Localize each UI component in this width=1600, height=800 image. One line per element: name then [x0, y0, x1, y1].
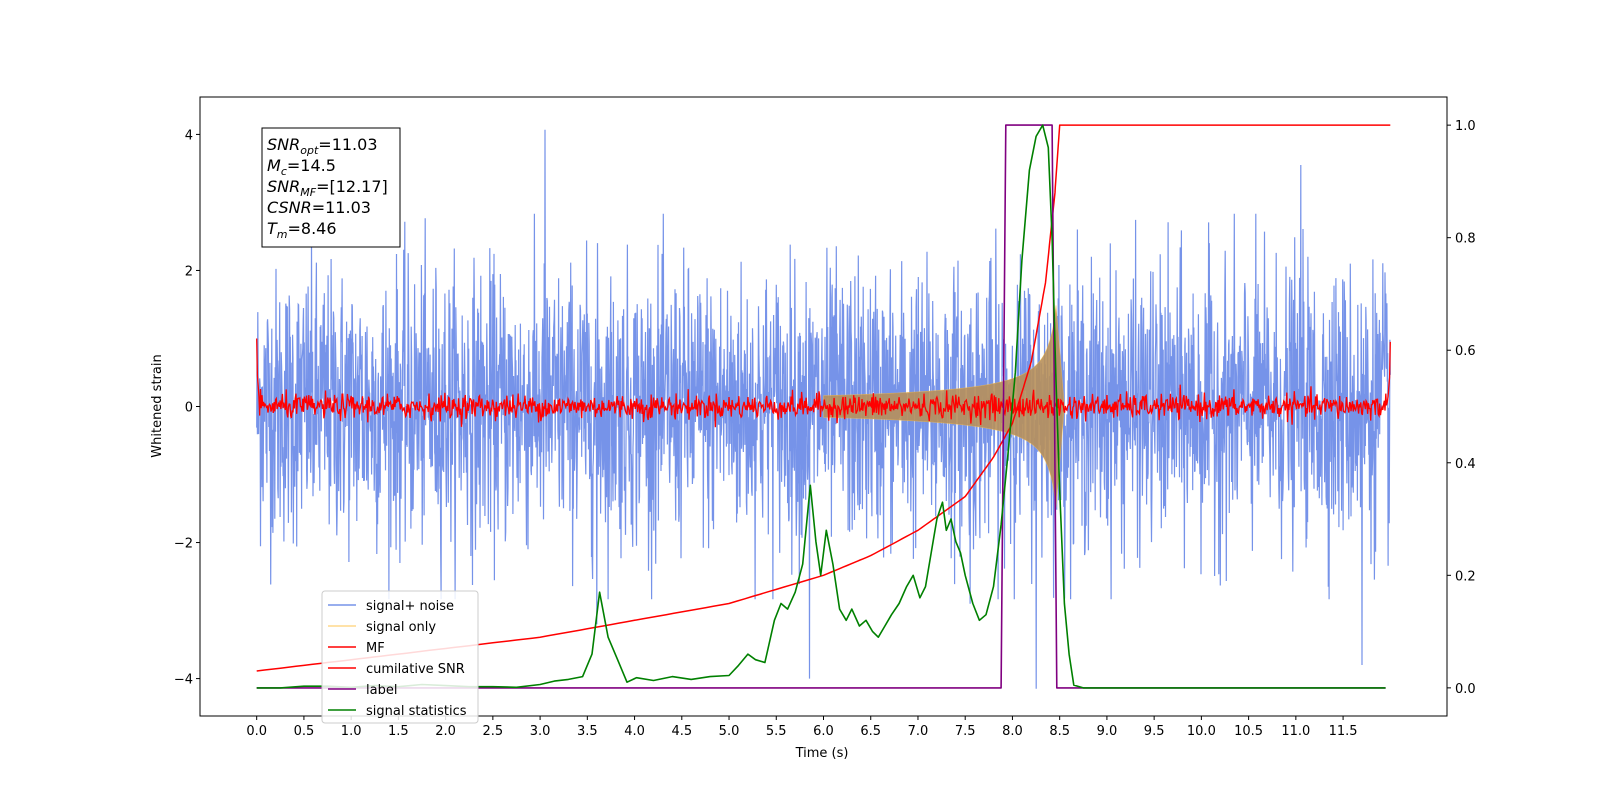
- y-right-tick-label: 0.2: [1455, 569, 1476, 584]
- annotation-line: SNRopt=11.03: [267, 135, 378, 157]
- y-axis-left-ticks: 4 2 0 −2 −4: [174, 128, 200, 688]
- x-tick-label: 6.0: [813, 724, 834, 739]
- plot-series: [256, 124, 1391, 689]
- annotation-subscript: opt: [300, 144, 319, 157]
- y-axis-label: Whitened strain: [150, 354, 165, 457]
- legend-entry: MF: [366, 641, 385, 656]
- series-mf: [256, 338, 1391, 428]
- annotation-symbol: CSNR: [267, 198, 312, 217]
- legend-entry: signal+ noise: [366, 599, 454, 614]
- x-tick-label: 5.5: [766, 724, 787, 739]
- annotation-symbol: T: [267, 219, 278, 238]
- annotation-box: SNRopt=11.03Mc=14.5SNRMF=[12.17]CSNR=11.…: [261, 127, 401, 248]
- x-tick-label: 9.5: [1144, 724, 1165, 739]
- x-tick-label: 10.0: [1187, 724, 1216, 739]
- x-tick-label: 10.5: [1234, 724, 1263, 739]
- legend: signal+ noise signal only MF cumilative SNR…: [321, 590, 479, 724]
- legend-entry: label: [366, 683, 397, 698]
- x-tick-label: 11.5: [1329, 724, 1358, 739]
- annotation-line: Tm=8.46: [267, 219, 337, 241]
- x-tick-label: 8.5: [1049, 724, 1070, 739]
- annotation-value: =11.03: [318, 135, 377, 154]
- x-tick-label: 1.0: [341, 724, 362, 739]
- x-tick-label: 2.0: [435, 724, 456, 739]
- y-right-tick-label: 0.4: [1455, 457, 1476, 472]
- x-tick-label: 4.0: [624, 724, 645, 739]
- x-axis-ticks: 0.0 0.5 1.0 1.5 2.0 2.5 3.0 3.5 4.0 4.5 5.0 5.5 6.0 6…: [246, 716, 1358, 739]
- legend-entry: signal only: [366, 620, 436, 635]
- annotation-value: =8.46: [288, 219, 337, 238]
- y-left-tick-label: 0: [185, 401, 193, 416]
- x-tick-label: 0.0: [246, 724, 267, 739]
- y-left-tick-label: −2: [174, 537, 193, 552]
- x-tick-label: 7.5: [955, 724, 976, 739]
- legend-entry: signal statistics: [366, 704, 467, 719]
- annotation-line: Mc=14.5: [267, 156, 336, 178]
- y-right-tick-label: 1.0: [1455, 119, 1476, 134]
- y-right-tick-label: 0.0: [1455, 682, 1476, 697]
- legend-entry: cumilative SNR: [366, 662, 465, 677]
- annotation-subscript: MF: [300, 186, 316, 199]
- x-tick-label: 5.0: [719, 724, 740, 739]
- annotation-value: =[12.17]: [316, 177, 388, 196]
- y-left-tick-label: −4: [174, 673, 193, 688]
- y-left-tick-label: 2: [185, 264, 193, 279]
- x-tick-label: 2.5: [483, 724, 504, 739]
- x-tick-label: 1.5: [388, 724, 409, 739]
- annotation-subscript: c: [281, 165, 287, 178]
- annotation-symbol: SNR: [267, 135, 300, 154]
- annotation-subscript: m: [277, 228, 288, 241]
- annotation-symbol: SNR: [267, 177, 300, 196]
- y-axis-right-ticks: 1.0 0.8 0.6 0.4 0.2 0.0: [1447, 119, 1476, 697]
- annotation-symbol: M: [267, 156, 281, 175]
- x-tick-label: 3.0: [530, 724, 551, 739]
- series-signal-statistics: [256, 124, 1386, 689]
- annotation-line: CSNR=11.03: [267, 198, 371, 217]
- annotation-line: SNRMF=[12.17]: [267, 177, 388, 199]
- x-tick-label: 3.5: [577, 724, 598, 739]
- x-tick-label: 6.5: [860, 724, 881, 739]
- y-right-tick-label: 0.8: [1455, 232, 1476, 247]
- y-left-tick-label: 4: [185, 128, 193, 143]
- annotation-value: =11.03: [312, 198, 371, 217]
- y-right-tick-label: 0.6: [1455, 344, 1476, 359]
- x-tick-label: 8.0: [1002, 724, 1023, 739]
- x-tick-label: 11.0: [1281, 724, 1310, 739]
- x-tick-label: 4.5: [671, 724, 692, 739]
- series-cumulative-snr: [256, 124, 1391, 672]
- x-tick-label: 9.0: [1097, 724, 1118, 739]
- x-tick-label: 0.5: [294, 724, 315, 739]
- annotation-value: =14.5: [287, 156, 336, 175]
- x-tick-label: 7.0: [908, 724, 929, 739]
- x-axis-label: Time (s): [795, 746, 849, 761]
